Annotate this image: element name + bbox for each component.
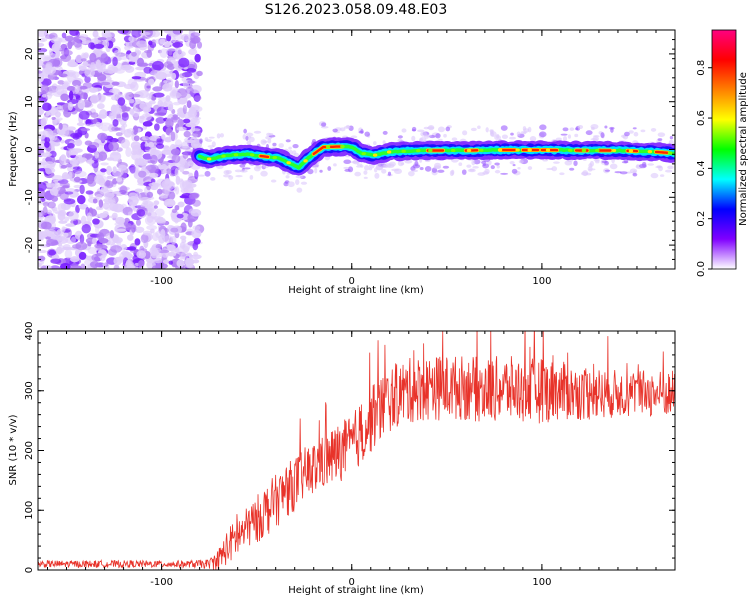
colorbar-frame xyxy=(711,29,737,270)
colorbar-tick-label: 0.4 xyxy=(696,160,707,176)
x-tick-label: 0 xyxy=(349,577,355,588)
colorbar-gradient xyxy=(712,30,736,269)
snr-panel: -100 0 100 0 100 200 300 400 Height of straight… xyxy=(8,321,676,596)
snr-series-line xyxy=(38,331,675,570)
snr-ticks: -100 0 100 0 100 200 300 400 xyxy=(24,321,676,588)
y-tick-label: 100 xyxy=(24,501,35,520)
y-tick-label: -10 xyxy=(24,189,35,205)
y-tick-label: 300 xyxy=(24,381,35,400)
y-tick-label: 0 xyxy=(24,146,35,152)
figure-title: S126.2023.058.09.48.E03 xyxy=(265,2,448,18)
y-tick-label: 0 xyxy=(24,567,35,573)
x-tick-label: -100 xyxy=(150,577,173,588)
x-tick-label: -100 xyxy=(150,276,173,287)
colorbar-label: Normalized spectral amplitude xyxy=(738,72,749,226)
y-tick-label: 10 xyxy=(24,95,35,108)
colorbar-ticks: 0.0 0.2 0.4 0.6 0.8 xyxy=(696,60,712,277)
snr-x-label: Height of straight line (km) xyxy=(288,585,424,596)
colorbar-tick-label: 0.6 xyxy=(696,110,707,126)
colorbar-tick-label: 0.8 xyxy=(696,60,707,76)
colorbar: 0.0 0.2 0.4 0.6 0.8 Normalized spectral ampl… xyxy=(696,29,749,277)
y-tick-label: 200 xyxy=(24,441,35,460)
x-tick-label: 0 xyxy=(349,276,355,287)
x-tick-label: 100 xyxy=(532,276,551,287)
y-tick-label: -20 xyxy=(24,237,35,253)
y-tick-label: 400 xyxy=(24,321,35,340)
x-tick-label: 100 xyxy=(532,577,551,588)
spectrogram-x-label: Height of straight line (km) xyxy=(288,285,424,296)
spectrogram-image xyxy=(38,30,675,269)
colorbar-tick-label: 0.0 xyxy=(696,261,707,277)
y-tick-label: 20 xyxy=(24,48,35,61)
colorbar-tick-label: 0.2 xyxy=(696,211,707,227)
spectrogram-y-label: Frequency (Hz) xyxy=(8,111,19,187)
snr-y-label: SNR (10 * v/v) xyxy=(8,414,19,485)
